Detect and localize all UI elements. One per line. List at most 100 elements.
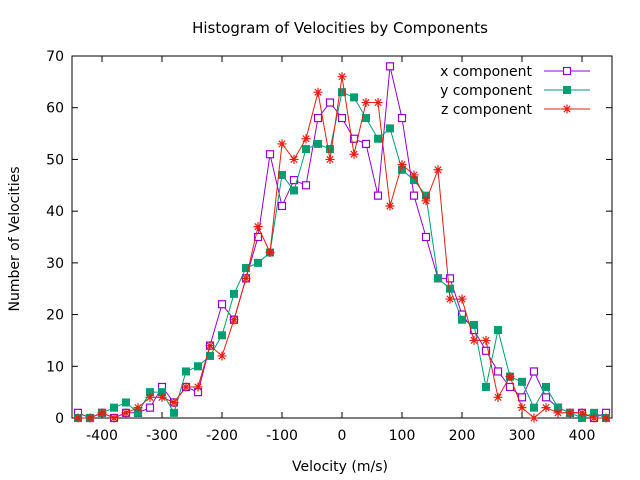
data-point-z [385,201,395,211]
data-point-z [289,154,299,164]
data-point-x [517,393,527,402]
data-point-x [445,274,455,283]
data-point-y [386,124,394,133]
data-point-z [553,408,563,418]
data-point-x [409,191,419,200]
legend-marker-z [562,104,572,114]
data-point-x [361,139,371,149]
data-point-x [337,113,347,123]
y-tick-label: 40 [46,204,64,220]
data-point-z [481,335,491,345]
data-point-y [494,326,502,335]
data-point-y [170,408,178,417]
data-point-x [397,113,407,123]
data-point-z [517,403,527,413]
data-point-z [601,413,611,423]
data-point-y [362,114,370,123]
series-y [74,88,610,422]
legend-label-z: z component [441,102,533,118]
y-tick-label: 50 [46,152,64,168]
data-point-y [182,367,190,376]
series-line-y [78,91,607,419]
data-point-z [577,408,587,418]
x-tick-label: -400 [86,428,118,444]
data-point-z [457,294,467,304]
data-point-y [530,403,538,412]
x-tick-label: -100 [266,428,298,444]
data-point-z [205,341,215,351]
data-point-y [542,382,550,391]
data-series [73,62,611,423]
x-tick-label: 400 [569,428,596,444]
chart-title: Histogram of Velocities by Components [192,19,488,37]
data-point-z [313,87,323,97]
data-point-z [193,382,203,392]
data-point-y [230,289,238,298]
data-point-z [97,408,107,418]
data-point-x [217,300,227,309]
data-point-y [374,134,382,143]
data-point-z [469,335,479,345]
data-point-z [265,248,275,258]
y-tick-label: 0 [55,411,64,427]
data-point-x [277,201,287,211]
y-tick-label: 20 [46,308,64,324]
data-point-x [505,382,515,392]
legend-marker-x [562,66,572,76]
data-point-x [493,367,503,376]
y-tick-label: 60 [46,101,64,117]
data-point-y [302,145,310,154]
data-point-z [301,134,311,144]
x-tick-label: 300 [509,428,536,444]
data-point-y [326,145,334,154]
data-point-y [194,362,202,371]
data-point-y [482,382,490,391]
data-point-z [337,72,347,82]
data-point-y [218,331,226,340]
data-point-z [85,413,95,423]
legend-label-y: y component [440,83,532,99]
data-point-z [529,413,539,423]
data-point-y [458,315,466,324]
data-point-y [242,264,250,273]
data-point-z [181,382,191,392]
data-point-x [313,113,323,123]
data-point-y [446,284,454,293]
data-point-x [481,346,491,355]
data-point-z [589,413,599,423]
data-point-z [229,315,239,325]
data-point-z [373,98,383,108]
data-point-x [253,232,263,242]
data-point-x [529,367,539,376]
data-point-y [338,88,346,97]
data-point-z [541,403,551,413]
data-point-x [373,191,383,200]
data-point-z [241,273,251,283]
series-line-z [78,76,606,419]
data-point-z [121,408,131,418]
data-point-y [254,258,262,267]
x-tick-label: 100 [389,428,416,444]
axes: -400 -300 -200 -100 0 100 200 300 400 0 10 20 30 40 50… [46,49,613,444]
data-point-z [409,170,419,180]
data-point-z [421,196,431,206]
data-point-z [133,403,143,413]
data-point-y [350,93,358,102]
data-point-z [493,392,503,402]
x-tick-label: 0 [338,428,347,444]
data-point-z [349,149,359,159]
data-point-z [325,154,335,164]
data-point-y [470,320,478,329]
y-axis-label: Number of Velocities [7,166,23,311]
x-tick-label: -300 [146,428,178,444]
x-axis-label: Velocity (m/s) [292,459,388,475]
data-point-z [217,351,227,361]
data-point-y [278,170,286,179]
data-point-z [109,413,119,423]
data-point-x [301,181,311,190]
data-point-z [73,413,83,423]
legend-marker-y [563,86,571,94]
data-point-y [314,139,322,148]
data-point-x [385,62,395,71]
